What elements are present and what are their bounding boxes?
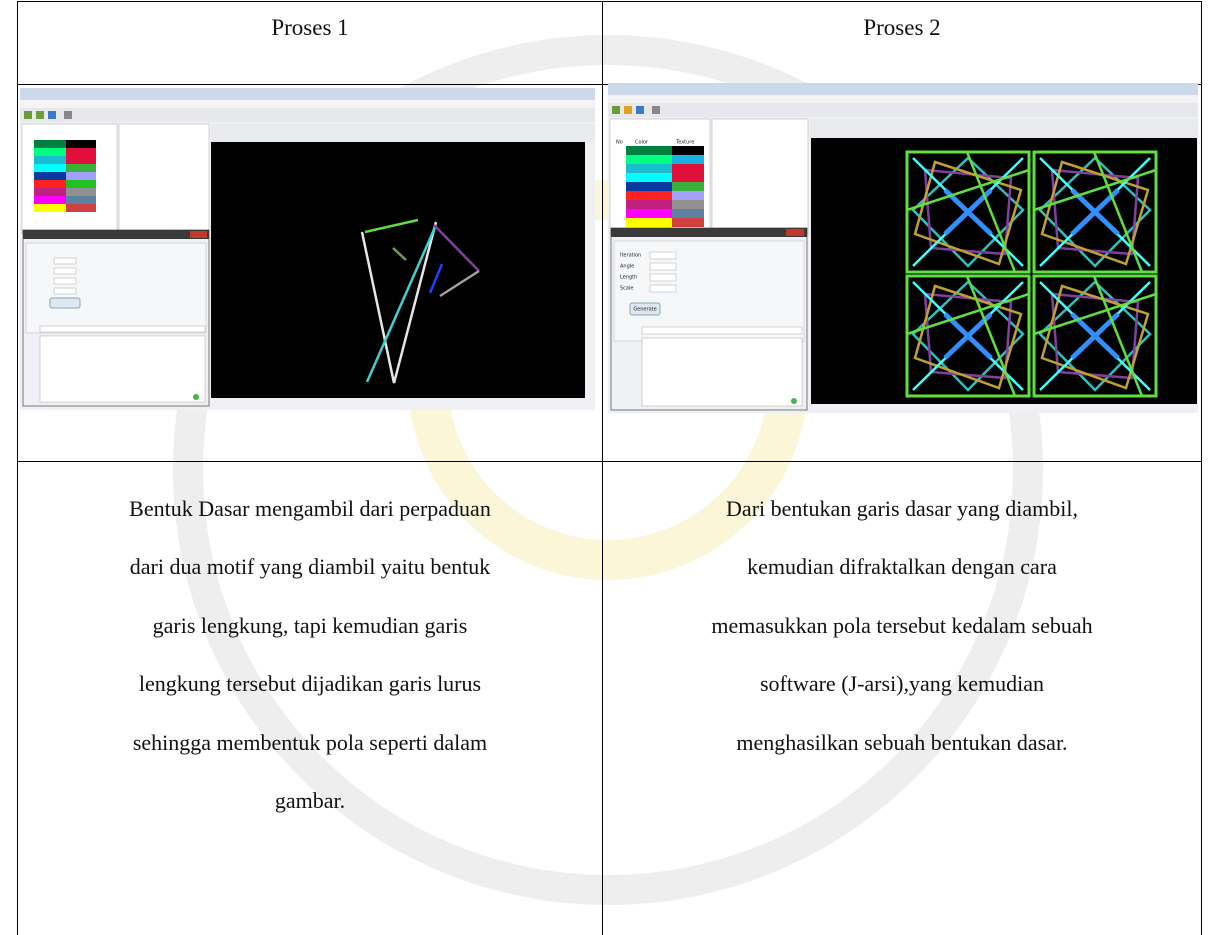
text-line: sehingga membentuk pola seperti dalam: [132, 729, 488, 755]
generate-button: [629, 302, 661, 316]
text-line: garis lengkung, tapi kemudian garis: [152, 612, 468, 638]
text-line: Bentuk Dasar mengambil dari perpaduan: [129, 496, 491, 521]
field-label: Length: [620, 275, 637, 281]
row-border: [17, 461, 1202, 462]
field-input: [649, 262, 677, 271]
text-line: memasukkan pola tersebut kedalam sebuah: [711, 612, 1093, 638]
border-top: [17, 1, 1202, 2]
field-input: [649, 284, 677, 293]
description: Bentuk Dasar mengambil dari perpaduan dar…: [18, 480, 602, 830]
description: Dari bentukan garis dasar yang diambil, k…: [603, 480, 1201, 772]
screenshot: [20, 88, 595, 410]
column-header: Texture: [675, 140, 694, 146]
field-input: [649, 251, 677, 260]
text-line: dari dua motif yang diambil yaitu bentuk: [129, 554, 491, 580]
field-label: Angle: [620, 264, 634, 270]
border-left: [17, 1, 18, 935]
button-label: Generate: [633, 307, 656, 313]
header-cell: Proses 2: [863, 15, 941, 40]
text-line: lengkung tersebut dijadikan garis lurus: [138, 671, 482, 697]
text-line: menghasilkan sebuah bentukan dasar.: [736, 729, 1068, 755]
column-header: No: [616, 140, 623, 146]
text-line: kemudian difraktalkan dengan cara: [747, 554, 1057, 580]
column-header: Color: [635, 140, 649, 146]
border-right: [1201, 1, 1202, 935]
field-input: [649, 273, 677, 282]
text-line: software (J-arsi),yang kemudian: [759, 671, 1045, 697]
text-line: gambar.: [274, 788, 346, 814]
text-line: Dari bentukan garis dasar yang diambil,: [726, 496, 1078, 521]
column-border: [602, 1, 603, 935]
field-label: Scale: [620, 286, 633, 292]
header-cell: Proses 1: [271, 15, 349, 40]
field-label: Iteration: [620, 253, 641, 259]
screenshot: No Color Texture Iteration Angle Length Sca…: [608, 83, 1198, 413]
